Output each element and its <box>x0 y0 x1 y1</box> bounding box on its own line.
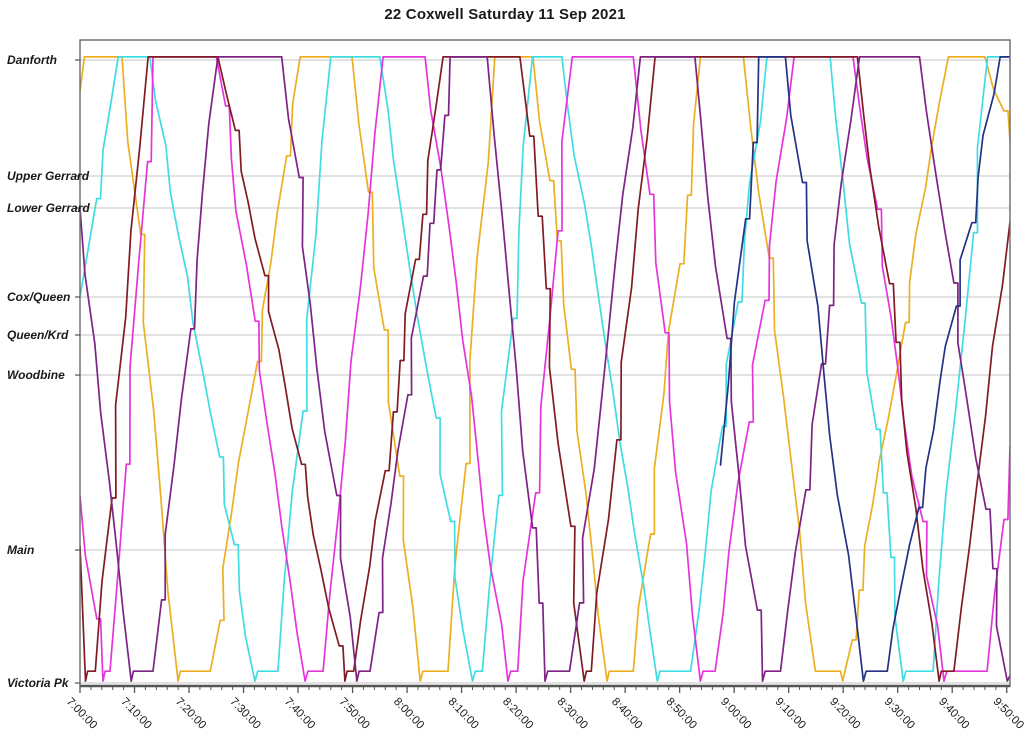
trip-line-bus-purple <box>80 56 1010 682</box>
x-axis-tick-label: 7:20:00 <box>173 696 208 732</box>
station-label: Queen/Krd <box>7 328 69 342</box>
x-axis-tick-label: 8:00:00 <box>391 696 426 732</box>
station-label: Main <box>7 543 34 557</box>
x-axis-tick-label: 8:30:00 <box>554 696 589 732</box>
x-axis-tick-label: 8:10:00 <box>445 696 480 732</box>
trip-line-bus-maroon <box>80 56 1010 682</box>
station-label: Lower Gerrard <box>7 201 90 215</box>
x-axis-tick-label: 8:40:00 <box>609 696 644 732</box>
x-axis-tick-label: 8:20:00 <box>500 696 535 732</box>
x-axis-tick-label: 7:00:00 <box>64 696 99 732</box>
station-label: Cox/Queen <box>7 290 70 304</box>
x-axis-tick-label: 9:30:00 <box>882 696 917 732</box>
x-axis-tick-label: 7:30:00 <box>227 696 262 732</box>
x-axis-tick-label: 8:50:00 <box>663 696 698 732</box>
trip-line-bus-magenta <box>80 56 1010 682</box>
station-label: Woodbine <box>7 368 65 382</box>
x-axis-tick-label: 9:50:00 <box>991 696 1024 732</box>
station-label: Victoria Pk <box>7 676 70 690</box>
trip-line-bus-gold <box>80 56 1010 682</box>
x-axis-tick-label: 9:20:00 <box>827 696 862 732</box>
station-label: Upper Gerrard <box>7 169 90 183</box>
chart-title: 22 Coxwell Saturday 11 Sep 2021 <box>384 6 626 23</box>
x-axis-tick-label: 9:00:00 <box>718 696 753 732</box>
x-axis-tick-label: 9:40:00 <box>936 696 971 732</box>
station-label: Danforth <box>7 53 57 67</box>
x-axis-tick-label: 7:40:00 <box>282 696 317 732</box>
x-axis-tick-label: 7:50:00 <box>336 696 371 732</box>
series-layer <box>80 56 1010 682</box>
x-axis-tick-label: 7:10:00 <box>118 696 153 732</box>
trip-line-bus-navy <box>719 56 1010 682</box>
x-axis-tick-label: 9:10:00 <box>773 696 808 732</box>
trip-line-bus-cyan <box>80 56 1010 682</box>
